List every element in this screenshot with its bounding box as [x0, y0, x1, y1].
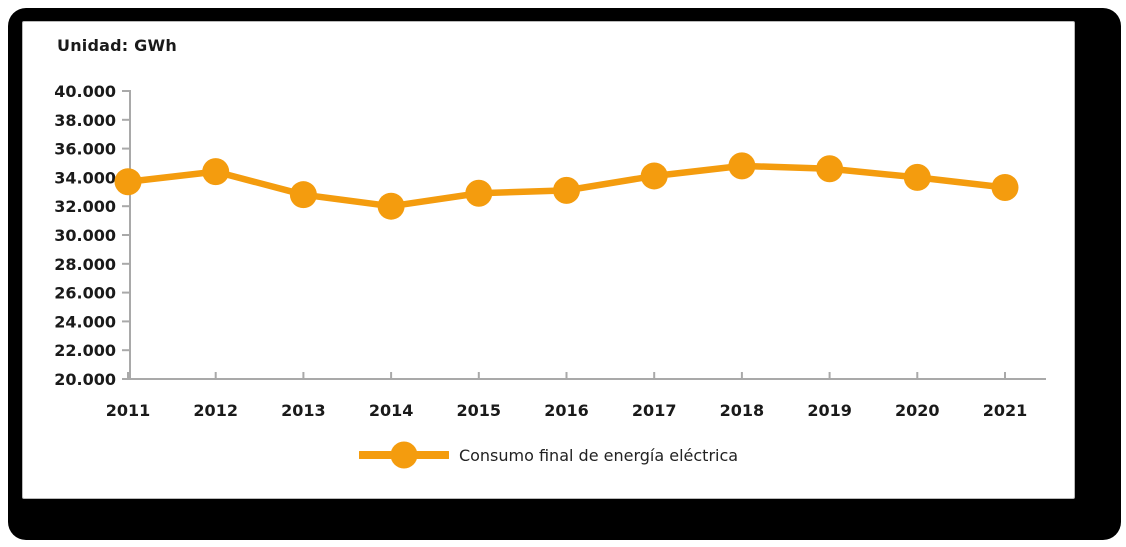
- y-tick-label: 38.000: [54, 111, 116, 130]
- data-point-marker: [114, 168, 142, 196]
- y-tick-label: 24.000: [54, 312, 116, 331]
- x-tick-label: 2013: [281, 401, 326, 420]
- unit-title: Unidad: GWh: [57, 36, 177, 55]
- x-tick-label: 2021: [983, 401, 1028, 420]
- legend-series-label: Consumo final de energía eléctrica: [458, 445, 739, 465]
- y-tick-label: 36.000: [54, 140, 116, 159]
- x-tick-label: 2012: [193, 401, 238, 420]
- data-point-marker: [289, 181, 317, 209]
- data-point-marker: [553, 176, 580, 204]
- data-point-marker: [202, 158, 230, 186]
- legend: Consumo final de energía eléctrica: [23, 440, 1074, 470]
- y-tick-label: 28.000: [54, 255, 116, 274]
- y-tick-label: 32.000: [54, 197, 116, 216]
- x-tick-label: 2016: [544, 401, 589, 420]
- data-point-marker: [816, 155, 844, 183]
- legend-series-swatch: [358, 441, 449, 469]
- y-tick-label: 20.000: [54, 370, 116, 389]
- x-tick-label: 2018: [720, 401, 765, 420]
- data-point-marker: [728, 152, 756, 180]
- chart-card: Unidad: GWh 40.000 38.000 36.000 34.000 32.0…: [22, 21, 1075, 499]
- x-tick-label: 2020: [895, 401, 940, 420]
- data-point-marker: [640, 162, 668, 190]
- y-tick-label: 22.000: [54, 341, 116, 360]
- data-point-marker: [903, 163, 931, 191]
- data-point-marker: [991, 173, 1019, 201]
- y-tick-label: 26.000: [54, 284, 116, 303]
- line-chart: 40.000 38.000 36.000 34.000 32.000 30.000 28.0…: [54, 82, 1046, 420]
- data-point-marker: [465, 179, 493, 207]
- data-point-marker: [377, 192, 405, 220]
- x-tick-label: 2019: [807, 401, 852, 420]
- y-tick-label: 40.000: [54, 82, 116, 101]
- x-tick-label: 2017: [632, 401, 677, 420]
- y-tick-label: 34.000: [54, 168, 116, 187]
- x-tick-label: 2014: [369, 401, 414, 420]
- x-tick-label: 2015: [457, 401, 502, 420]
- y-tick-label: 30.000: [54, 226, 116, 245]
- x-tick-label: 2011: [106, 401, 151, 420]
